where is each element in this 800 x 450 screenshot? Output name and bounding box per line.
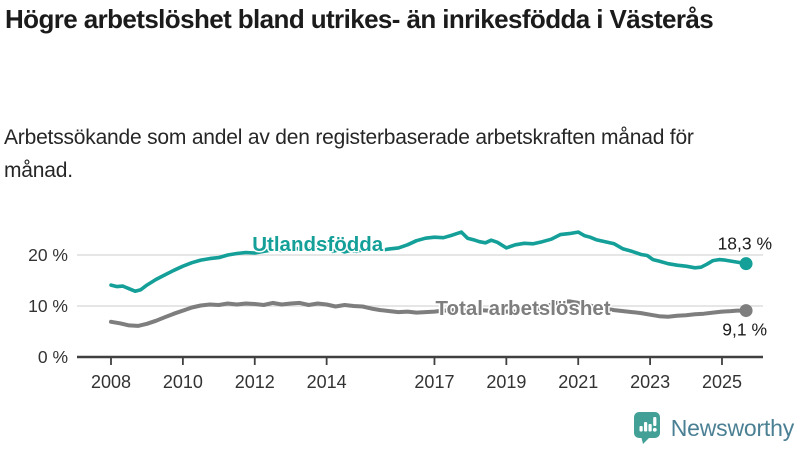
x-axis-tick-label: 2023 <box>630 372 670 392</box>
x-axis-tick-label: 2010 <box>163 372 203 392</box>
y-axis-tick-label: 20 % <box>28 245 68 265</box>
end-value-label: 18,3 % <box>718 234 772 254</box>
newsworthy-logo: Newsworthy <box>632 410 794 446</box>
bar-chart-speech-bubble-icon <box>633 412 660 444</box>
series-end-dot <box>739 304 753 318</box>
x-axis-tick-label: 2008 <box>91 372 131 392</box>
series-line <box>109 299 749 328</box>
series-inline-label: Total arbetslöshet <box>436 297 611 320</box>
x-axis-tick-label: 2021 <box>558 372 598 392</box>
y-axis-tick-label: 10 % <box>28 296 68 316</box>
x-axis-tick-label: 2017 <box>414 372 454 392</box>
page-title: Högre arbetslöshet bland utrikes- än inr… <box>5 4 714 34</box>
unemployment-line-chart: 20 % 10 % 0 % 2008 2010 2012 2014 2017 2019 2021 2… <box>28 230 772 392</box>
x-axis-tick-label: 2012 <box>235 372 275 392</box>
chart-area: 20 % 10 % 0 % 2008 2010 2012 2014 2017 2019 2021 2… <box>0 212 800 402</box>
end-value-label: 9,1 % <box>722 320 767 340</box>
chart-subtitle: Arbetssökande som andel av den registerb… <box>4 126 694 183</box>
series-line <box>109 230 748 293</box>
logo-wordmark: Newsworthy <box>670 414 794 441</box>
x-axis-tick-label: 2019 <box>486 372 526 392</box>
series-inline-label: Utlandsfödda <box>252 233 384 256</box>
y-axis-tick-label: 0 % <box>38 347 68 367</box>
x-axis-tick-label: 2025 <box>702 372 742 392</box>
x-axis-tick-label: 2014 <box>307 372 347 392</box>
series-end-dot <box>739 257 753 271</box>
